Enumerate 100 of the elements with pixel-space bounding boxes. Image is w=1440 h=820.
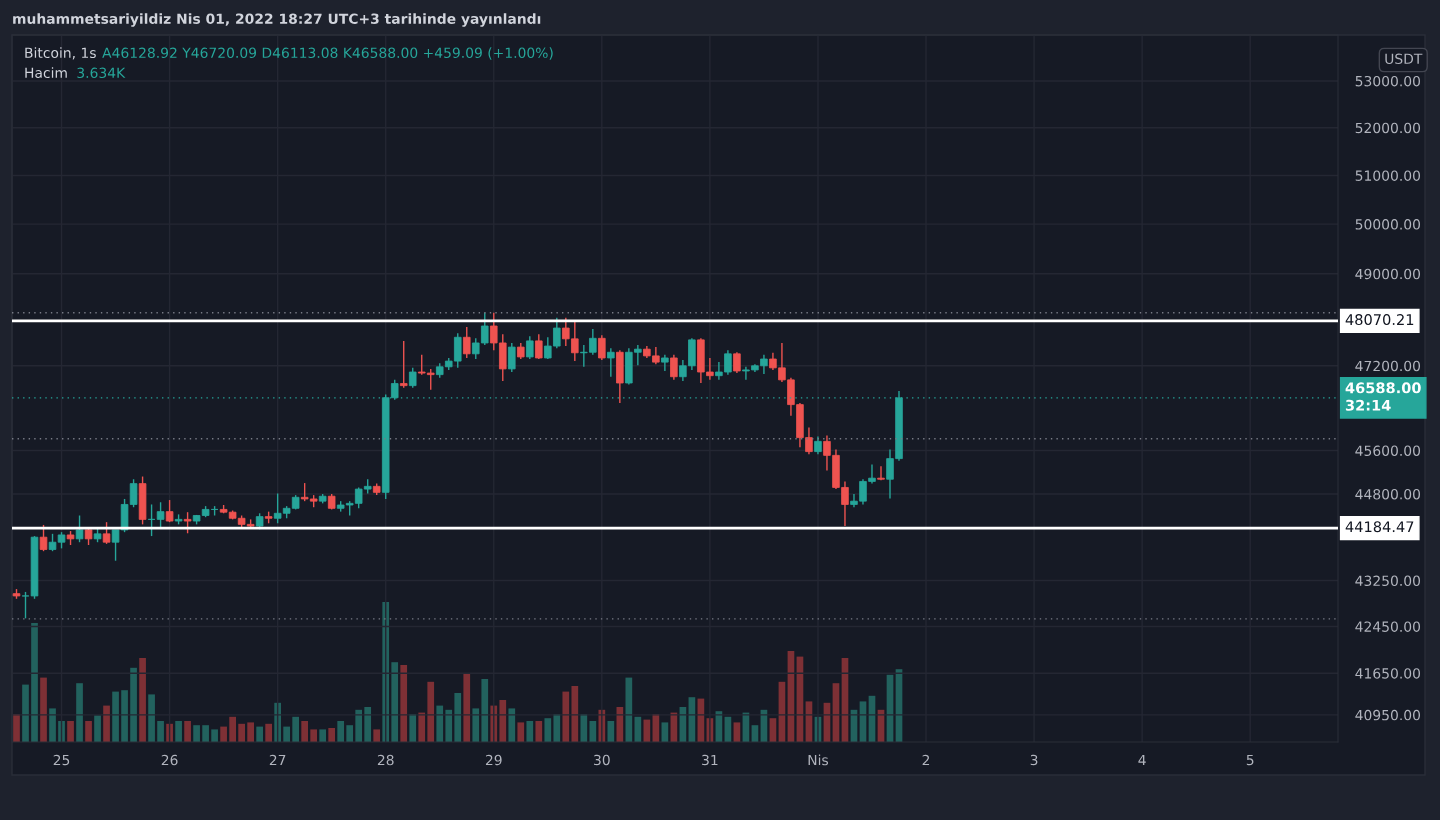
bar [202, 725, 209, 742]
bar [292, 716, 300, 742]
bar [265, 723, 272, 742]
bar [22, 684, 29, 742]
bar [229, 716, 236, 742]
bar [454, 693, 462, 742]
bar [76, 683, 83, 742]
bar [94, 715, 101, 742]
bar [247, 722, 254, 742]
bar [481, 679, 489, 742]
y-tick-label: 52000.00 [1355, 122, 1421, 134]
candlestick [670, 354, 678, 381]
bar [139, 658, 146, 742]
candlestick [535, 333, 543, 360]
bar [13, 714, 20, 742]
bar [418, 712, 426, 742]
x-tick-label: Nis [808, 754, 829, 766]
bar [121, 690, 128, 742]
chart-title: Hacim [25, 67, 67, 79]
bar [346, 725, 354, 742]
bar [130, 667, 137, 742]
y-tick-label: 45600.00 [1355, 445, 1421, 456]
candlestick [462, 326, 471, 359]
bar [67, 721, 74, 742]
y-tick-label: 41650.00 [1355, 668, 1421, 679]
x-tick-label: 28 [377, 754, 394, 766]
y-tick-label: 47200.00 [1355, 360, 1421, 372]
bar [580, 714, 588, 742]
bar [571, 686, 579, 742]
bar [328, 728, 336, 742]
candlestick [399, 340, 408, 389]
bar [625, 677, 633, 742]
candlestick [661, 354, 669, 372]
bar [355, 709, 363, 742]
x-tick-label: 5 [1246, 754, 1254, 766]
text: muhammetsariyildiz Nis 01, 2022 18:27 UTC+3 tarihinde yayınlandı [13, 13, 541, 27]
y-axis-title: USDT [1385, 53, 1423, 65]
y-tick-label: 50000.00 [1355, 219, 1421, 230]
bar [40, 677, 47, 742]
bar [544, 718, 552, 742]
bar [391, 662, 399, 742]
bar [499, 700, 507, 742]
bar [373, 729, 381, 742]
y-tick-label: 44800.00 [1355, 488, 1421, 500]
bar [409, 714, 417, 742]
bar [337, 721, 345, 742]
bar [589, 721, 597, 742]
x-tick-label: 25 [53, 754, 70, 766]
x-tick-label: 26 [161, 754, 178, 766]
candlestick [408, 367, 417, 389]
bar [283, 726, 291, 742]
annotation: A46128.92 Y46720.09 D46113.08 K46588.00 +459.09 (+1.00%) [102, 47, 553, 60]
bar [175, 721, 182, 742]
bar [400, 665, 408, 742]
bar [517, 722, 525, 742]
candlestick [526, 335, 534, 360]
bar [535, 721, 543, 742]
annotation: 3.634K [77, 67, 126, 79]
x-tick-label: 29 [485, 754, 502, 766]
candlestick [75, 514, 84, 543]
candlestick [877, 465, 885, 482]
bar [238, 723, 245, 742]
bar [85, 721, 92, 742]
bar [49, 708, 56, 742]
candlestick [598, 334, 606, 361]
y-tick-label: 40950.00 [1355, 709, 1421, 721]
bar [607, 721, 615, 742]
ref-line-label: 44184.47 [1345, 521, 1414, 533]
bar [472, 708, 480, 742]
bar [436, 705, 444, 742]
bar [445, 709, 453, 742]
bar [103, 705, 110, 742]
bar [211, 729, 218, 742]
bar [148, 694, 155, 742]
candlestick [21, 591, 30, 620]
bar [112, 691, 119, 742]
candlestick [183, 511, 192, 534]
y-tick-label: 51000.00 [1355, 170, 1421, 181]
candlestick [102, 521, 111, 545]
bar [427, 681, 435, 742]
y-tick-label: 53000.00 [1355, 75, 1421, 87]
bar [364, 707, 372, 742]
bar [319, 729, 327, 742]
x-tick-label: 3 [1030, 754, 1038, 766]
bar [508, 708, 516, 742]
bar [310, 729, 318, 742]
x-tick-label: 27 [269, 754, 286, 766]
bar [220, 726, 227, 742]
x-tick-label: 30 [594, 754, 610, 766]
bar [562, 691, 570, 742]
y-tick-label: 43250.00 [1355, 575, 1421, 587]
bar [256, 726, 263, 742]
bar [184, 721, 191, 742]
bar [157, 721, 164, 742]
candlestick [733, 351, 741, 374]
x-tick-label: 2 [922, 754, 930, 766]
bar [553, 714, 561, 742]
y-tick-label: 49000.00 [1355, 268, 1421, 280]
text: Bitcoin, 1s [25, 47, 96, 60]
candlestick [508, 342, 516, 373]
